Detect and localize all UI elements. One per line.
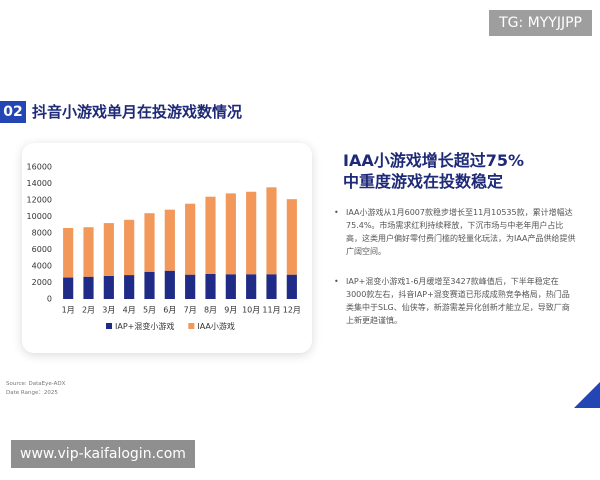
bar-segment bbox=[286, 199, 297, 275]
x-tick-label: 10月 bbox=[242, 306, 260, 315]
bar-segment bbox=[185, 274, 196, 299]
bar-segment bbox=[103, 275, 114, 299]
legend-swatch bbox=[188, 323, 195, 329]
bar-segment bbox=[83, 227, 94, 277]
bar-segment bbox=[164, 270, 175, 299]
x-tick-label: 6月 bbox=[163, 306, 176, 315]
x-tick-label: 1月 bbox=[62, 306, 75, 315]
bar-segment bbox=[144, 271, 155, 299]
y-tick-label: 12000 bbox=[27, 196, 52, 205]
bar-segment bbox=[103, 223, 114, 276]
source: Source: DataEye-ADX bbox=[6, 381, 66, 387]
panel-heading: 中重度游戏在投数稳定 bbox=[343, 172, 504, 191]
legend-swatch bbox=[106, 323, 112, 329]
footer-url: www.vip-kaifalogin.com bbox=[11, 440, 195, 468]
bar-segment bbox=[185, 203, 196, 275]
x-tick-label: 12月 bbox=[283, 306, 301, 315]
bar-segment bbox=[266, 187, 277, 275]
x-tick-label: 7月 bbox=[184, 306, 197, 315]
y-tick-label: 16000 bbox=[27, 163, 52, 172]
x-tick-label: 11月 bbox=[262, 306, 280, 315]
section-number: 02 bbox=[0, 101, 26, 123]
bar-segment bbox=[205, 273, 216, 299]
bullet: IAA小游戏从1月6007款稳步增长至11月10535款，累计增幅达75.4%。… bbox=[334, 206, 576, 258]
bar-segment bbox=[144, 213, 155, 272]
bullet: IAP+混变小游戏1-6月缓增至3427款峰值后，下半年稳定在3000款左右，抖… bbox=[334, 275, 576, 327]
bar-segment bbox=[225, 193, 236, 275]
chart: 0 2000 4000 6000 8000 10000 12000 14000 16000 1月 2… bbox=[27, 163, 301, 332]
x-tick-label: 8月 bbox=[204, 306, 217, 315]
watermark: TG: MYYJJPP bbox=[489, 10, 592, 36]
bar-segment bbox=[124, 275, 135, 299]
bar-segment bbox=[83, 276, 94, 299]
y-tick-label: 10000 bbox=[27, 212, 52, 221]
decoration bbox=[574, 382, 600, 408]
bar-segment bbox=[205, 196, 216, 274]
y-tick-label: 14000 bbox=[27, 179, 52, 188]
y-tick-label: 2000 bbox=[32, 278, 52, 287]
y-tick-label: 8000 bbox=[32, 229, 52, 238]
x-tick-label: 9月 bbox=[224, 306, 237, 315]
x-tick-label: 5月 bbox=[143, 306, 156, 315]
bar-segment bbox=[63, 227, 74, 278]
section-title: 抖音小游戏单月在投游戏数情况 bbox=[32, 103, 243, 121]
bar-segment bbox=[286, 274, 297, 299]
bar-segment bbox=[266, 274, 277, 299]
source: Date Range：2025 bbox=[6, 390, 58, 396]
bar-segment bbox=[246, 274, 257, 299]
panel-heading: IAA小游戏增长超过75% bbox=[343, 151, 525, 170]
y-tick-label: 4000 bbox=[32, 262, 52, 271]
bar-segment bbox=[63, 277, 74, 299]
bar-segment bbox=[246, 191, 257, 275]
x-tick-label: 3月 bbox=[102, 306, 115, 315]
legend-label: IAA小游戏 bbox=[197, 321, 235, 331]
x-tick-label: 4月 bbox=[123, 306, 136, 315]
bar-segment bbox=[164, 209, 175, 271]
legend-label: IAP+混变小游戏 bbox=[115, 321, 174, 331]
y-tick-label: 6000 bbox=[32, 245, 52, 254]
y-tick-label: 0 bbox=[47, 295, 52, 304]
bar-segment bbox=[225, 274, 236, 299]
bar-segment bbox=[124, 219, 135, 276]
x-tick-label: 2月 bbox=[82, 306, 95, 315]
